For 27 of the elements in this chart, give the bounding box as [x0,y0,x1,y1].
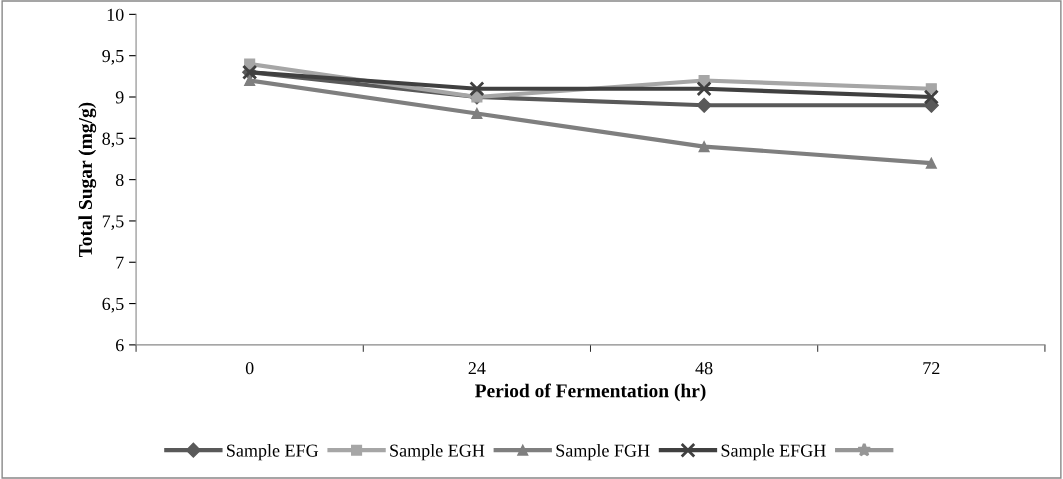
point [469,81,485,97]
point [698,141,710,153]
y-tick-label: 8 [115,173,124,187]
y-tick-label: 9 [115,91,124,104]
point [471,107,483,120]
x-tick-label: 0 [245,362,254,375]
y-tick-label: 8,5 [102,132,124,148]
y-tick-label: 6,5 [102,297,124,313]
legend-label: Sample EGH [390,443,485,461]
point [244,74,256,87]
point [696,97,712,113]
x-tick-label: 24 [468,362,486,375]
x-tick-label: 72 [923,362,940,375]
x-axis-title: Period of Fermentation (hr) [475,383,706,402]
legend-label: Sample EFG [227,443,319,461]
x-tick-label: 48 [695,362,713,375]
point [923,89,939,105]
legend-label: Sample FGH [556,443,650,461]
y-tick-label: 7,5 [102,215,124,230]
y-tick-label: 9,5 [102,49,124,65]
legend-label: Sample EFGH [721,443,826,461]
y-tick-label: 10 [107,8,124,21]
y-tick-label: 7 [116,256,124,269]
point [696,81,712,97]
y-axis-title: Total Sugar (mg/g) [78,102,97,258]
y-tick-label: 6 [116,339,124,352]
point [925,157,937,169]
